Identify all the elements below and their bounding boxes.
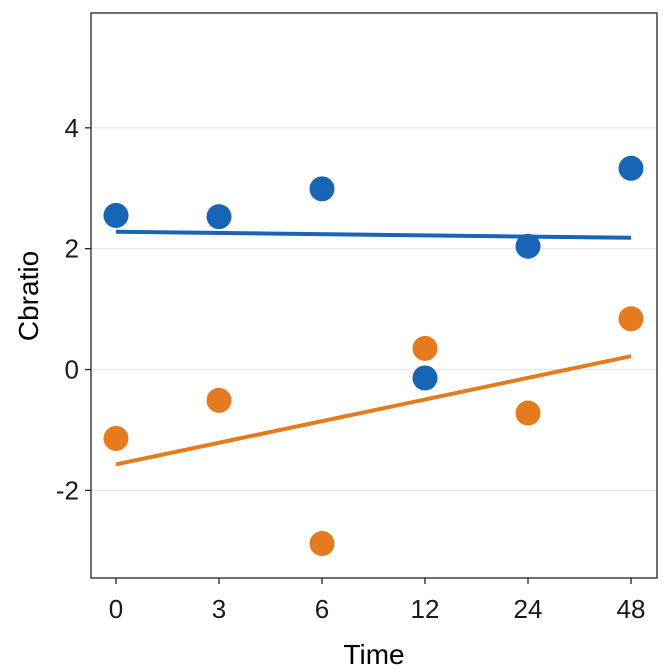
x-tick-label: 12	[411, 594, 440, 624]
y-tick-label: 4	[65, 113, 79, 143]
data-point	[206, 387, 232, 413]
y-tick-label: -2	[56, 475, 79, 505]
series-2	[103, 306, 644, 557]
trend-line	[115, 354, 632, 467]
y-tick-label: 2	[65, 234, 79, 264]
data-point	[412, 365, 438, 391]
x-tick-label: 3	[212, 594, 226, 624]
x-axis-title: Time	[343, 639, 404, 670]
data-point	[618, 155, 644, 181]
data-point	[618, 306, 644, 332]
x-tick-label: 24	[514, 594, 543, 624]
data-point	[206, 204, 232, 230]
data-point	[412, 335, 438, 361]
data-point	[103, 202, 129, 228]
x-tick-label: 48	[617, 594, 646, 624]
data-point	[515, 400, 541, 426]
data-point	[309, 531, 335, 557]
y-axis-title: Cbratio	[13, 251, 44, 341]
y-tick-label: 0	[65, 355, 79, 385]
data-point	[515, 233, 541, 259]
grid-lines	[91, 127, 657, 491]
series-1	[103, 155, 644, 391]
trend-line	[115, 229, 632, 240]
data-series	[103, 155, 644, 557]
data-point	[103, 425, 129, 451]
plot-panel-border	[90, 12, 658, 579]
x-tick-label: 0	[109, 594, 123, 624]
data-point	[309, 176, 335, 202]
x-tick-label: 6	[315, 594, 329, 624]
